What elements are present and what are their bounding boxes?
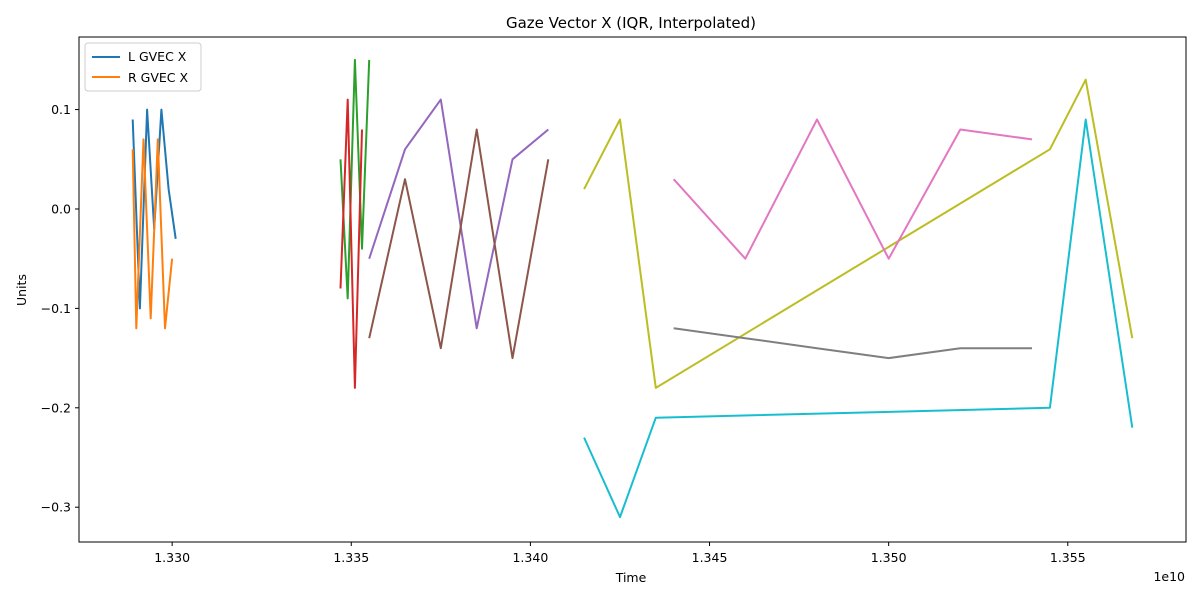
legend-label-r-gvec-x: R GVEC X [128,70,188,85]
series-line-5 [368,128,550,360]
series-line-8 [672,118,1033,260]
y-tick-label: 0.0 [51,201,71,216]
y-tick-label: 0.1 [51,102,71,117]
series-line-9 [673,327,1032,360]
x-axis-label: Time [615,570,647,585]
series-line-1 [131,138,174,330]
x-axis-offset-label: 1e10 [1153,569,1185,584]
legend: L GVEC X R GVEC X [84,42,202,92]
y-axis: 0.1 0.0 −0.1 −0.2 −0.3 [41,102,79,515]
series-line-2 [339,58,371,300]
x-tick-label: 1.335 [333,550,369,565]
plot-frame [78,36,1187,543]
series-line-4 [368,98,549,330]
chart-title: Gaze Vector X (IQR, Interpolated) [506,14,756,32]
x-tick-label: 1.355 [1050,550,1086,565]
series-layer [131,58,1134,519]
legend-box [84,42,202,92]
series-line-7 [583,118,1134,519]
y-tick-label: −0.3 [41,500,71,515]
legend-label-l-gvec-x: L GVEC X [128,49,187,64]
x-tick-label: 1.330 [154,550,190,565]
y-tick-label: −0.2 [41,400,71,415]
series-line-3 [339,98,363,389]
x-tick-label: 1.350 [871,550,907,565]
series-line-6 [583,78,1134,389]
x-axis: 1.330 1.335 1.340 1.345 1.350 1.355 [154,542,1086,565]
y-axis-label: Units [14,274,29,306]
y-tick-label: −0.1 [41,301,71,316]
x-tick-label: 1.340 [512,550,548,565]
x-tick-label: 1.345 [692,550,728,565]
